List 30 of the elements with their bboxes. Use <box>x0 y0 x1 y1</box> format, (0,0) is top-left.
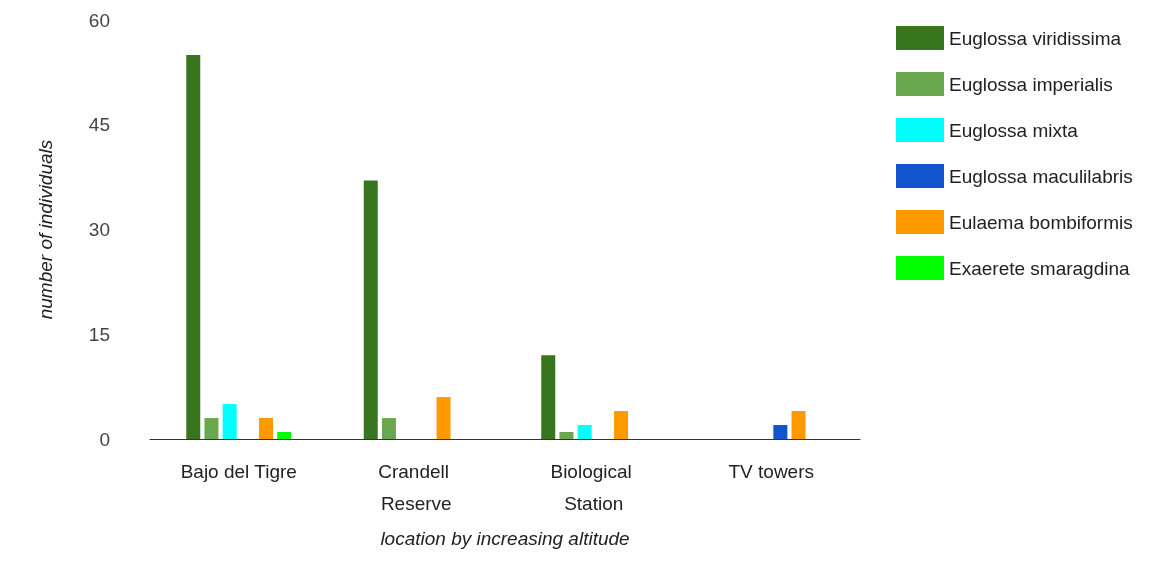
bar <box>791 411 806 439</box>
bar <box>381 418 396 439</box>
bar <box>204 418 219 439</box>
bar <box>277 432 292 439</box>
legend-label: Eulaema bombiformis <box>949 211 1133 233</box>
bar <box>259 418 274 439</box>
legend-label: Exaerete smaragdina <box>949 257 1131 279</box>
y-tick-label: 15 <box>88 323 110 345</box>
y-axis-title: number of individuals <box>35 139 56 320</box>
bar <box>363 180 378 439</box>
bar <box>614 411 629 439</box>
legend-label: Euglossa mixta <box>949 119 1079 141</box>
y-tick-label: 60 <box>88 9 110 31</box>
y-tick-label: 30 <box>88 219 110 240</box>
x-tick-label: Bajo del Tigre <box>180 460 297 482</box>
legend-label: Euglossa viridissima <box>949 27 1122 49</box>
x-axis-title: location by increasing altitude <box>380 528 630 549</box>
legend-label: Euglossa imperialis <box>949 73 1113 95</box>
legend-label: Euglossa maculilabris <box>949 165 1133 187</box>
y-tick-label: 0 <box>99 428 110 450</box>
bar <box>577 425 592 439</box>
x-tick-label: Biological Station <box>550 460 638 514</box>
x-tick-label: TV towers <box>728 460 815 482</box>
bar <box>436 397 451 439</box>
y-tick-label: 45 <box>88 114 110 136</box>
bar <box>186 54 201 439</box>
bar <box>559 432 574 439</box>
bar <box>222 404 237 439</box>
bar <box>541 355 556 439</box>
bar <box>773 425 788 439</box>
